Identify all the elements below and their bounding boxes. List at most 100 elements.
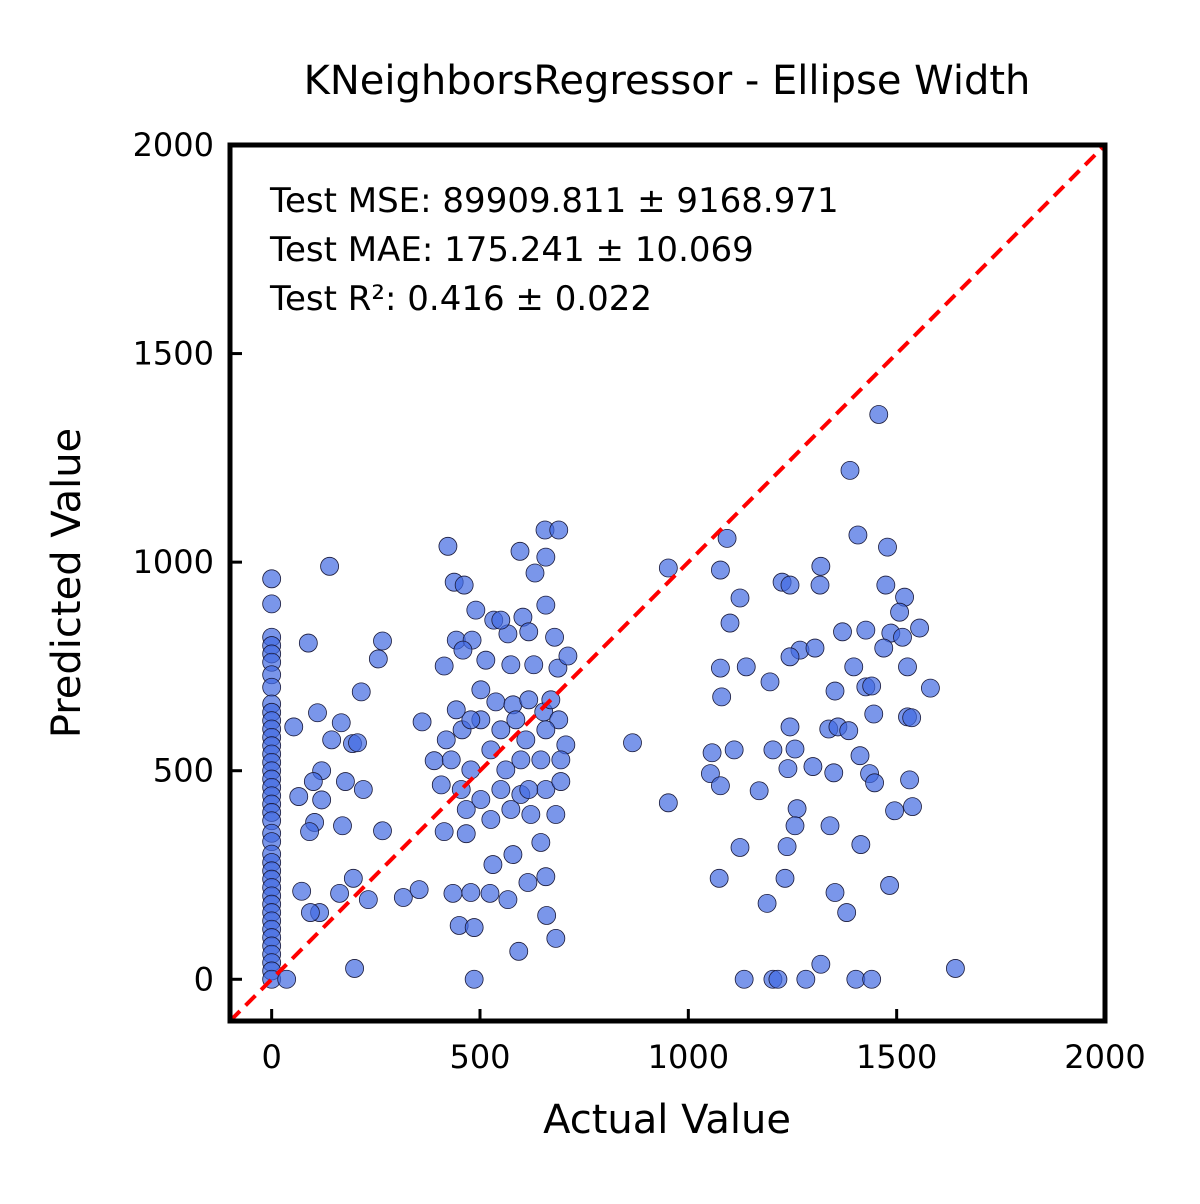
x-axis-label: Actual Value xyxy=(543,1097,791,1143)
point xyxy=(785,816,805,836)
point xyxy=(711,658,730,678)
point xyxy=(780,575,800,595)
point xyxy=(893,627,912,647)
point xyxy=(785,739,805,759)
point xyxy=(456,800,476,819)
point xyxy=(498,890,518,910)
point xyxy=(536,595,556,615)
x-tick-label: 0 xyxy=(261,1038,281,1076)
point xyxy=(300,822,319,842)
point xyxy=(840,460,860,480)
point xyxy=(536,720,556,740)
point xyxy=(330,883,349,903)
point xyxy=(839,721,859,741)
point xyxy=(521,805,541,824)
point xyxy=(368,649,388,669)
point xyxy=(436,730,456,750)
point xyxy=(308,703,327,723)
y-tick-label: 500 xyxy=(153,752,214,790)
point xyxy=(811,954,831,974)
point xyxy=(301,903,320,922)
point xyxy=(531,750,551,770)
point xyxy=(262,569,282,589)
point xyxy=(862,969,882,989)
point xyxy=(720,613,740,633)
point xyxy=(724,740,744,760)
point xyxy=(461,710,481,730)
point xyxy=(851,835,871,854)
point xyxy=(491,720,511,740)
point xyxy=(869,405,889,424)
point xyxy=(856,620,876,640)
point xyxy=(546,929,566,948)
point xyxy=(712,687,732,707)
point xyxy=(525,563,545,583)
point xyxy=(481,810,501,829)
point xyxy=(320,556,339,576)
point xyxy=(846,969,866,989)
point xyxy=(312,790,332,810)
point xyxy=(453,640,473,660)
point xyxy=(623,733,642,753)
point xyxy=(844,657,864,677)
point xyxy=(531,833,551,852)
point xyxy=(503,845,523,864)
y-axis-label: Predicted Value xyxy=(44,428,90,738)
point xyxy=(434,822,454,842)
point xyxy=(443,883,463,903)
x-tick-label: 500 xyxy=(449,1038,510,1076)
identity-line xyxy=(230,145,1105,1021)
y-tick-label: 2000 xyxy=(133,126,214,164)
point xyxy=(506,710,526,730)
point xyxy=(519,622,539,642)
point xyxy=(446,700,466,720)
point xyxy=(373,631,392,651)
point xyxy=(519,780,539,799)
point xyxy=(810,575,830,595)
point xyxy=(824,763,844,783)
point xyxy=(775,868,795,888)
x-tick-label: 1500 xyxy=(856,1038,937,1076)
point xyxy=(778,759,798,779)
point xyxy=(496,760,516,780)
point xyxy=(441,750,461,770)
point xyxy=(717,528,737,548)
point xyxy=(434,656,454,676)
point xyxy=(780,647,800,667)
point xyxy=(549,520,569,540)
point xyxy=(454,575,474,595)
point xyxy=(749,781,769,801)
point xyxy=(464,918,484,937)
point xyxy=(511,750,531,770)
point xyxy=(348,733,367,753)
point xyxy=(536,547,556,567)
point xyxy=(461,883,481,902)
point xyxy=(848,525,868,545)
y-tick-label: 0 xyxy=(194,960,214,998)
point xyxy=(519,690,539,710)
point xyxy=(464,969,484,989)
point xyxy=(262,594,282,614)
y-tick-label: 1000 xyxy=(133,543,214,581)
point xyxy=(353,780,373,799)
point xyxy=(825,883,845,902)
point xyxy=(298,633,318,653)
point xyxy=(491,610,511,630)
point xyxy=(284,717,304,737)
point xyxy=(760,672,780,692)
point xyxy=(921,678,940,698)
point xyxy=(412,712,432,732)
point xyxy=(537,906,557,925)
point xyxy=(345,959,364,978)
point xyxy=(358,890,378,910)
point xyxy=(903,797,922,816)
point xyxy=(850,746,870,766)
plot-area xyxy=(230,145,1105,1021)
annotation: Test MAE: 175.241 ± 10.069 xyxy=(269,230,754,270)
point xyxy=(833,622,852,642)
point xyxy=(322,730,342,750)
point xyxy=(471,680,491,700)
point xyxy=(763,740,783,760)
